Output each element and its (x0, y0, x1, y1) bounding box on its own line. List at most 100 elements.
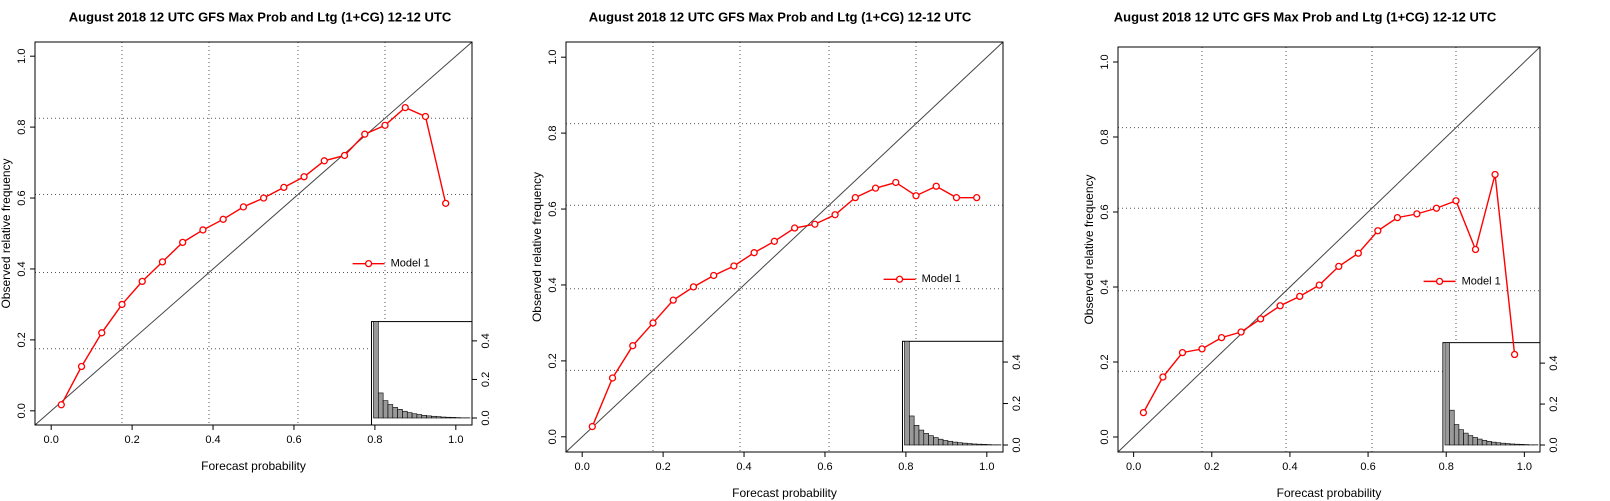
hist-bar (382, 400, 389, 419)
inset-tick-label: 0.4 (1548, 355, 1560, 370)
y-axis-label: Observed relative frequency (0, 158, 13, 308)
panel: August 2018 12 UTC GFS Max Prob and Ltg … (1082, 9, 1560, 500)
point (932, 182, 940, 190)
x-tick-label: 0.8 (367, 434, 382, 446)
hist-bar (1453, 424, 1460, 446)
y-tick-label: 0.4 (16, 261, 28, 276)
x-tick-label: 0.4 (205, 434, 220, 446)
y-tick-label: 0.0 (16, 403, 28, 418)
diagonal (34, 41, 473, 426)
inset-tick-label: 0.0 (480, 410, 492, 425)
hist-bar (909, 415, 915, 446)
diagonal (565, 41, 1004, 453)
hist-bar (1449, 409, 1455, 446)
hist-bar (957, 442, 963, 446)
x-tick-label: 1.0 (448, 434, 463, 446)
x-tick-label: 0.8 (1439, 461, 1454, 473)
point (421, 112, 430, 121)
point (1335, 262, 1343, 271)
point (811, 220, 819, 228)
y-tick-label: 0.0 (547, 429, 559, 444)
point (98, 329, 106, 337)
hist-bar (1472, 437, 1478, 446)
hist-bar (426, 415, 432, 419)
hist-bar (962, 442, 968, 446)
hist-bar (373, 321, 379, 419)
hist-bar (966, 443, 973, 446)
point (669, 296, 677, 304)
hist-bar (1519, 444, 1525, 446)
series-line (591, 181, 977, 427)
hist-bar (416, 414, 423, 419)
x-tick-label: 1.0 (979, 461, 994, 473)
hist-bar (392, 407, 398, 419)
x-tick-label: 0.0 (1126, 461, 1141, 473)
x-tick-label: 0.6 (1360, 461, 1375, 473)
point (608, 374, 617, 382)
hist-bar (1500, 442, 1506, 446)
hist-bar (976, 443, 982, 446)
y-tick-label: 0.4 (547, 277, 559, 292)
y-tick-label: 1.0 (16, 49, 28, 64)
point (912, 192, 920, 200)
hist-bar (918, 429, 925, 446)
hist-bar (397, 409, 403, 419)
hist-bar (928, 435, 934, 446)
point (1315, 281, 1323, 289)
point (442, 199, 450, 208)
x-tick-label: 0.2 (124, 434, 139, 446)
hist-bar (923, 433, 929, 446)
chart-title: August 2018 12 UTC GFS Max Prob and Ltg … (589, 9, 972, 24)
hist-bar (431, 415, 437, 419)
hist-bar (411, 413, 418, 419)
x-tick-label: 1.0 (1517, 461, 1532, 473)
hist-bar (1486, 441, 1492, 446)
legend-marker (364, 259, 373, 268)
point (649, 319, 657, 327)
y-axis-label: Observed relative frequency (1082, 174, 1096, 324)
point (118, 300, 126, 309)
hist-bar (445, 416, 451, 419)
point (750, 249, 758, 257)
hist-bar (913, 424, 920, 446)
point (77, 362, 86, 371)
point (1198, 345, 1206, 353)
inset-tick-label: 0.2 (480, 372, 492, 387)
x-tick-label: 0.4 (736, 461, 751, 473)
point (179, 238, 187, 247)
plot-frame (565, 41, 1004, 453)
hist-bar (933, 437, 939, 446)
hist-bar (1505, 443, 1511, 446)
x-tick-label: 0.0 (44, 434, 59, 446)
point (1510, 350, 1519, 359)
x-tick-label: 0.0 (575, 461, 590, 473)
y-tick-label: 0.2 (16, 332, 28, 347)
legend-label: Model 1 (922, 273, 961, 285)
y-tick-label: 0.2 (547, 353, 559, 368)
y-tick-label: 1.0 (1099, 54, 1111, 69)
hist-bar (937, 438, 944, 446)
series-line (60, 106, 447, 406)
point (892, 178, 900, 187)
inset-tick-label: 0.2 (1011, 396, 1023, 411)
hist-bar (450, 417, 456, 419)
hist-bar (1477, 438, 1483, 446)
x-tick-label: 0.6 (286, 434, 301, 446)
hist-bar (435, 416, 442, 419)
hist-bar (1467, 435, 1474, 446)
point (1256, 315, 1265, 323)
legend-label: Model 1 (391, 258, 430, 270)
point (361, 130, 369, 138)
hist-bar (942, 440, 949, 446)
legend-marker (895, 275, 904, 283)
point (730, 262, 738, 270)
point (973, 193, 981, 202)
point (1491, 170, 1499, 179)
hist-bar (421, 415, 427, 419)
point (770, 237, 779, 245)
legend-marker (1435, 277, 1444, 286)
point (158, 258, 167, 266)
y-tick-label: 0.6 (16, 190, 28, 205)
point (851, 193, 859, 202)
hist-bar (1463, 432, 1469, 446)
